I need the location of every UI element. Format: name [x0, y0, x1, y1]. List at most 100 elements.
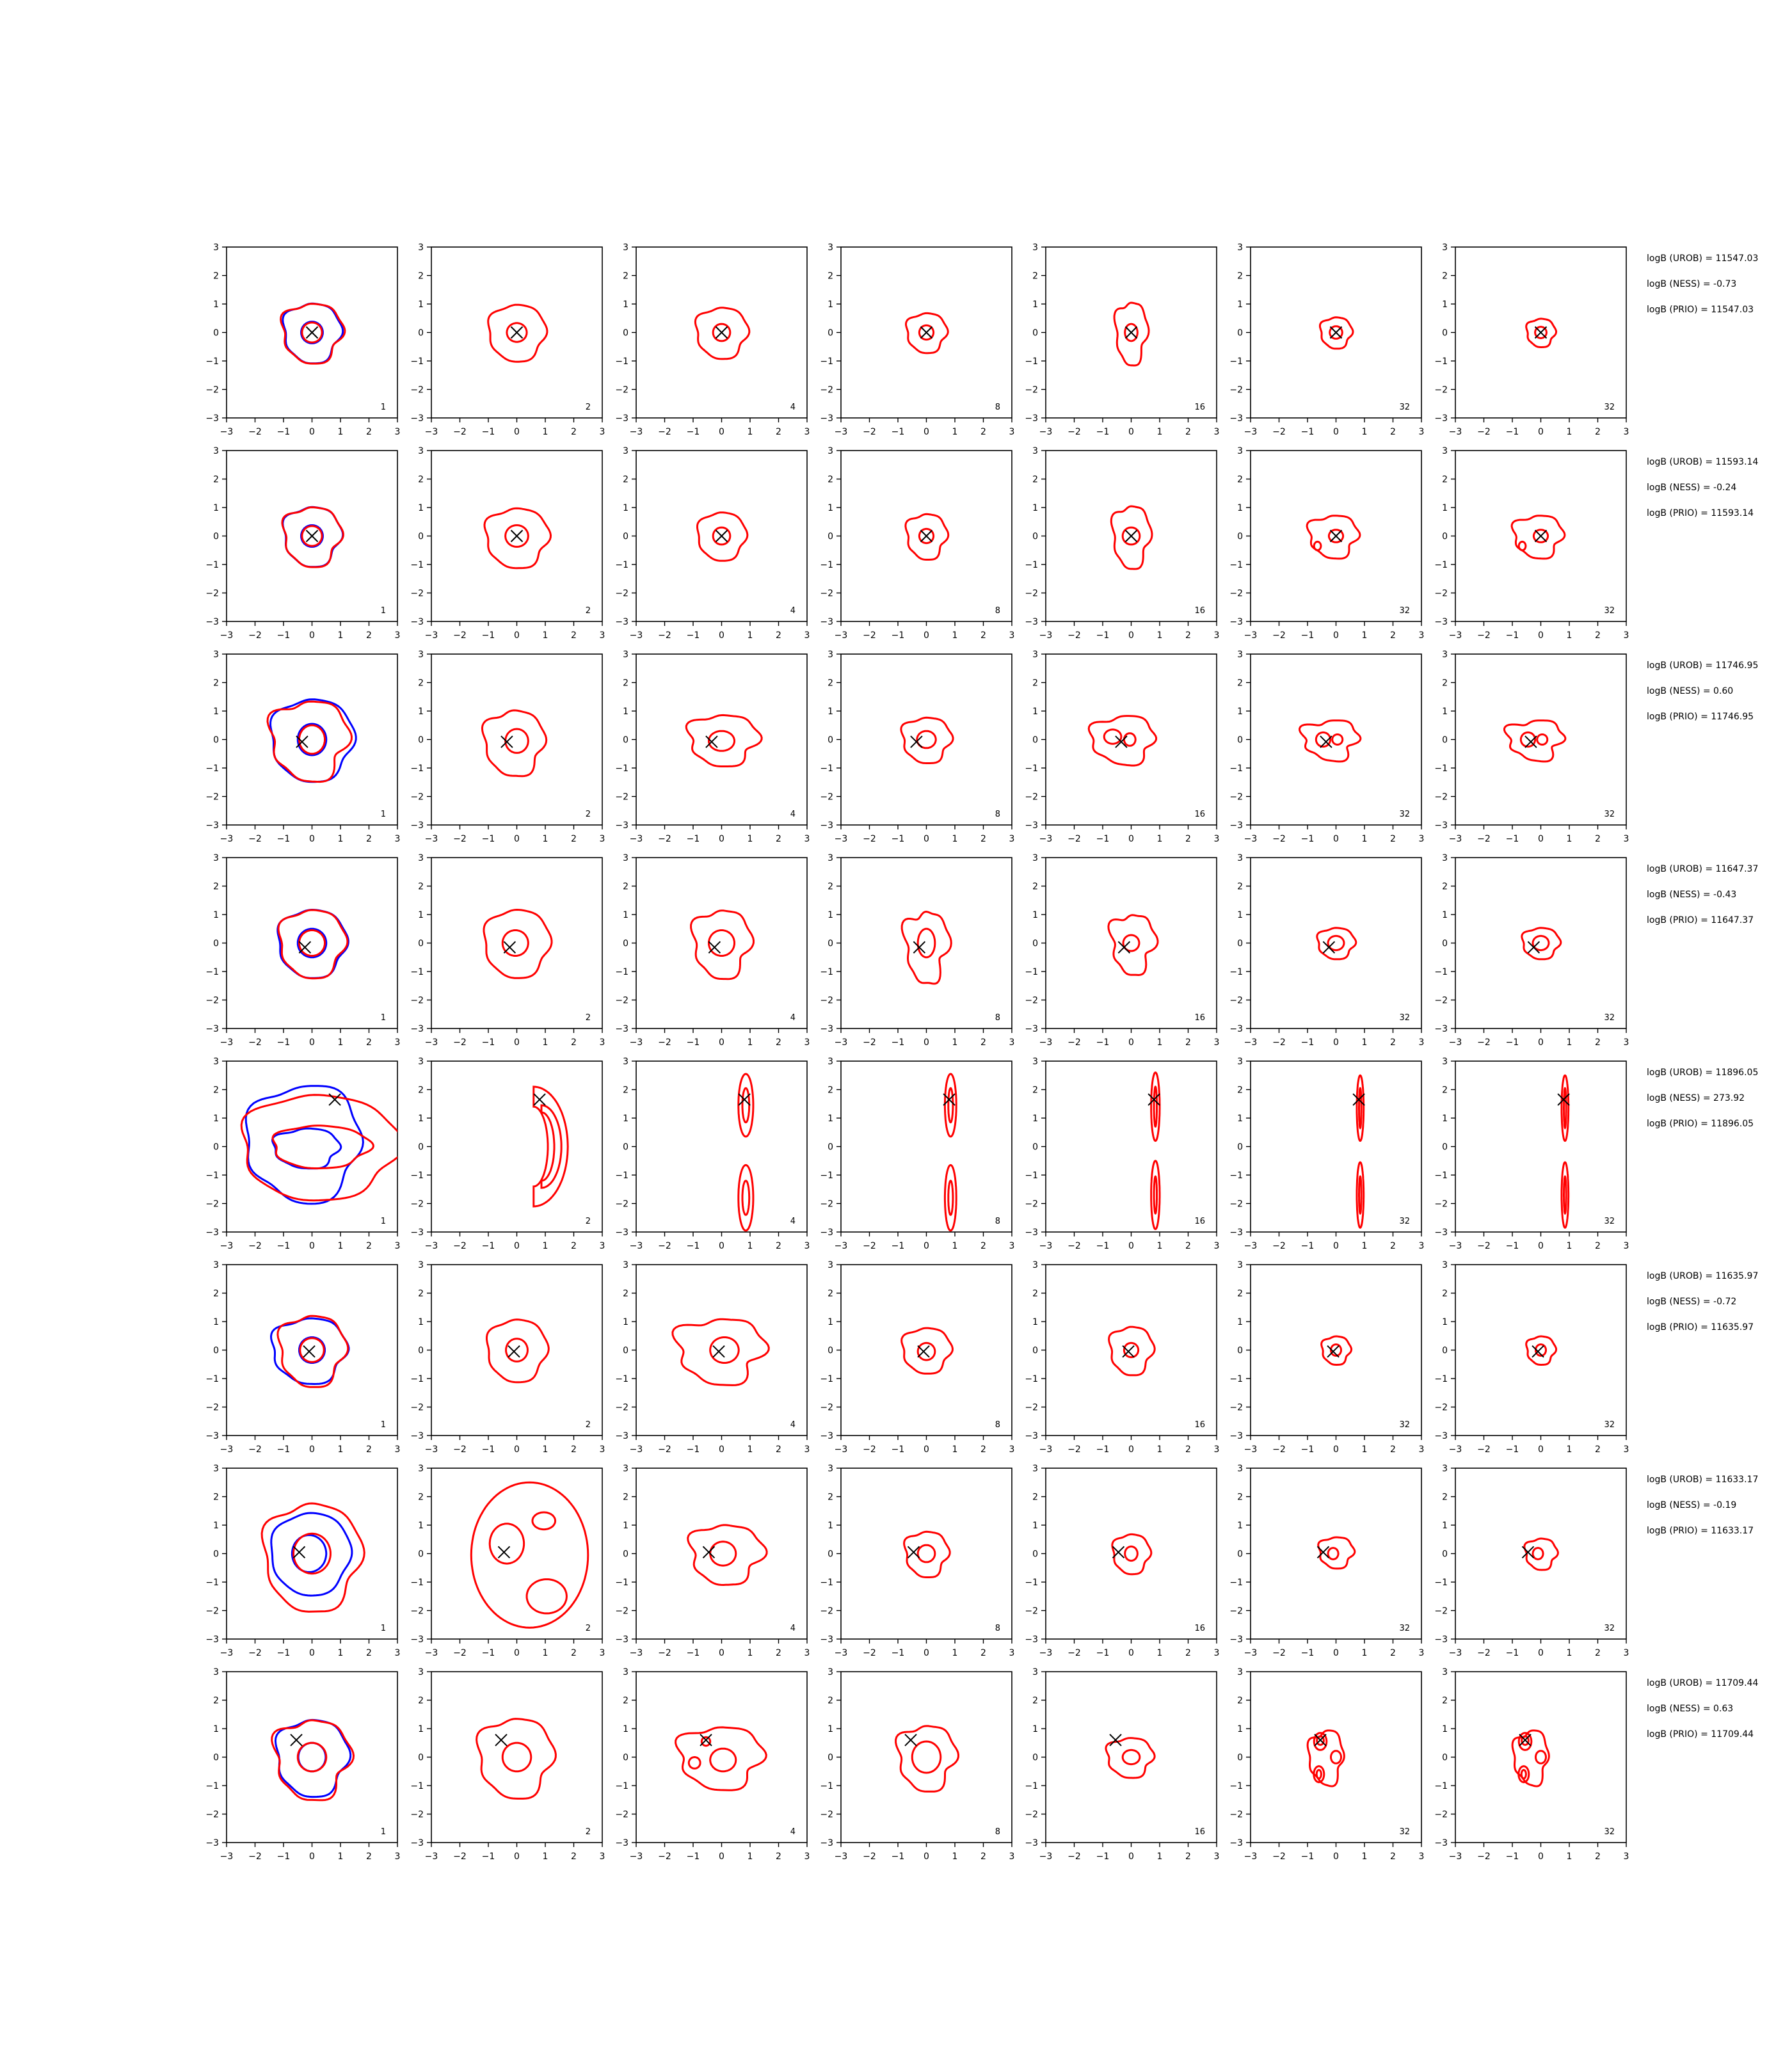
- y-tick-label: 0: [1442, 328, 1448, 339]
- x-tick-label: 3: [1009, 1648, 1015, 1658]
- y-tick-label: 0: [623, 532, 628, 542]
- x-tick-label: −2: [863, 1852, 876, 1862]
- logb-annotation: logB (PRIO) = 11896.05: [1647, 1119, 1754, 1129]
- axes-frame: [636, 857, 808, 1029]
- red-contour: [292, 1532, 332, 1575]
- y-tick-label: 0: [418, 532, 424, 542]
- x-tick-label: −3: [220, 1648, 234, 1658]
- true-point-marker: [497, 1546, 511, 1558]
- y-tick-label: 2: [623, 882, 628, 892]
- y-tick-label: −2: [1025, 1606, 1038, 1617]
- x-tick-label: 3: [395, 1852, 401, 1862]
- x-tick-label: −3: [425, 1444, 438, 1455]
- x-tick-label: 1: [1362, 1648, 1368, 1658]
- x-tick-label: −1: [1096, 834, 1110, 844]
- y-tick-label: −2: [820, 792, 833, 803]
- y-tick-label: −1: [615, 764, 628, 774]
- y-tick-label: −1: [1025, 356, 1038, 367]
- true-point-marker: [303, 1345, 316, 1358]
- panel-corner-label: 32: [1604, 1420, 1615, 1430]
- y-tick-label: 2: [828, 475, 833, 485]
- y-tick-label: 2: [1442, 1289, 1448, 1299]
- red-contour: [1110, 505, 1153, 570]
- y-tick-label: −1: [1025, 1781, 1038, 1791]
- y-tick-label: 1: [418, 707, 424, 717]
- subplot-panel: −3 −2 −1 0 1 2 3 3 2 1 0 −1 −2 −3 8: [820, 243, 1014, 437]
- y-tick-label: 2: [828, 1085, 833, 1096]
- true-point-marker: [533, 1093, 546, 1106]
- y-tick-label: 1: [213, 300, 219, 310]
- x-tick-label: 3: [395, 1241, 401, 1251]
- y-tick-label: −3: [820, 413, 833, 424]
- x-tick-label: −2: [248, 1444, 262, 1455]
- x-tick-label: 1: [1567, 1852, 1572, 1862]
- y-tick-label: 2: [1442, 882, 1448, 892]
- x-tick-label: −1: [892, 1037, 905, 1048]
- x-tick-label: −3: [1449, 1648, 1462, 1658]
- x-tick-label: 0: [1538, 1241, 1544, 1251]
- red-contour: [671, 1318, 770, 1386]
- panel-corner-label: 32: [1399, 1217, 1410, 1226]
- red-contour: [505, 1338, 529, 1363]
- y-tick-label: −3: [1025, 1431, 1038, 1441]
- x-tick-label: −3: [1039, 427, 1053, 437]
- red-contour: [916, 1544, 936, 1564]
- x-tick-label: −1: [687, 1037, 700, 1048]
- subplot-panel: −3 −2 −1 0 1 2 3 3 2 1 0 −1 −2 −3 1: [205, 1057, 401, 1251]
- y-tick-label: 1: [1442, 1317, 1448, 1327]
- y-tick-label: 2: [1442, 678, 1448, 689]
- y-tick-label: 3: [1237, 1057, 1243, 1067]
- red-contour: [1153, 1175, 1158, 1215]
- y-tick-label: −1: [1229, 1578, 1243, 1588]
- x-tick-label: 3: [1214, 427, 1220, 437]
- x-tick-label: 0: [1538, 1037, 1544, 1048]
- x-tick-label: 2: [1595, 1444, 1601, 1455]
- y-tick-label: −1: [1025, 1578, 1038, 1588]
- red-contour: [501, 929, 529, 957]
- panel-corner-label: 2: [586, 606, 591, 616]
- red-contour: [1331, 733, 1344, 746]
- red-contour: [1525, 317, 1558, 348]
- y-tick-label: −3: [615, 1635, 628, 1645]
- x-tick-label: −3: [835, 1241, 848, 1251]
- logb-annotation: logB (NESS) = -0.24: [1647, 483, 1736, 493]
- x-tick-label: −3: [425, 1852, 438, 1862]
- x-tick-label: −2: [1477, 1037, 1491, 1048]
- x-tick-label: −2: [1272, 630, 1286, 641]
- x-tick-label: −3: [425, 427, 438, 437]
- y-tick-label: 3: [828, 1464, 833, 1474]
- y-tick-label: 1: [1442, 910, 1448, 920]
- red-contour: [918, 527, 935, 545]
- axes-frame: [1250, 857, 1422, 1029]
- x-tick-label: 0: [924, 1037, 929, 1048]
- y-tick-label: −2: [615, 1606, 628, 1617]
- red-contour: [1121, 1748, 1141, 1766]
- x-tick-label: 1: [338, 834, 344, 844]
- panel-corner-label: 1: [381, 1217, 386, 1226]
- x-tick-label: 1: [338, 1852, 344, 1862]
- y-tick-label: 2: [418, 1289, 424, 1299]
- x-tick-label: 0: [1128, 630, 1134, 641]
- y-tick-label: −1: [410, 967, 424, 977]
- y-tick-label: 3: [418, 650, 424, 660]
- panel-corner-label: 16: [1194, 606, 1205, 616]
- y-tick-label: 3: [623, 243, 628, 253]
- x-tick-label: −2: [248, 1852, 262, 1862]
- y-tick-label: 0: [828, 532, 833, 542]
- x-tick-label: −3: [1039, 630, 1053, 641]
- y-tick-label: −1: [410, 560, 424, 570]
- x-tick-label: 2: [776, 1852, 781, 1862]
- y-tick-label: −2: [1229, 1403, 1243, 1413]
- subplot-panel: −3 −2 −1 0 1 2 3 3 2 1 0 −1 −2 −3 4: [615, 1667, 810, 1862]
- x-tick-label: 0: [1538, 427, 1544, 437]
- x-tick-label: −1: [1506, 427, 1519, 437]
- y-tick-label: −1: [615, 1578, 628, 1588]
- y-tick-label: 1: [1442, 503, 1448, 513]
- x-tick-label: −2: [1477, 834, 1491, 844]
- y-tick-label: 1: [1237, 1521, 1243, 1531]
- x-tick-label: 1: [1362, 630, 1368, 641]
